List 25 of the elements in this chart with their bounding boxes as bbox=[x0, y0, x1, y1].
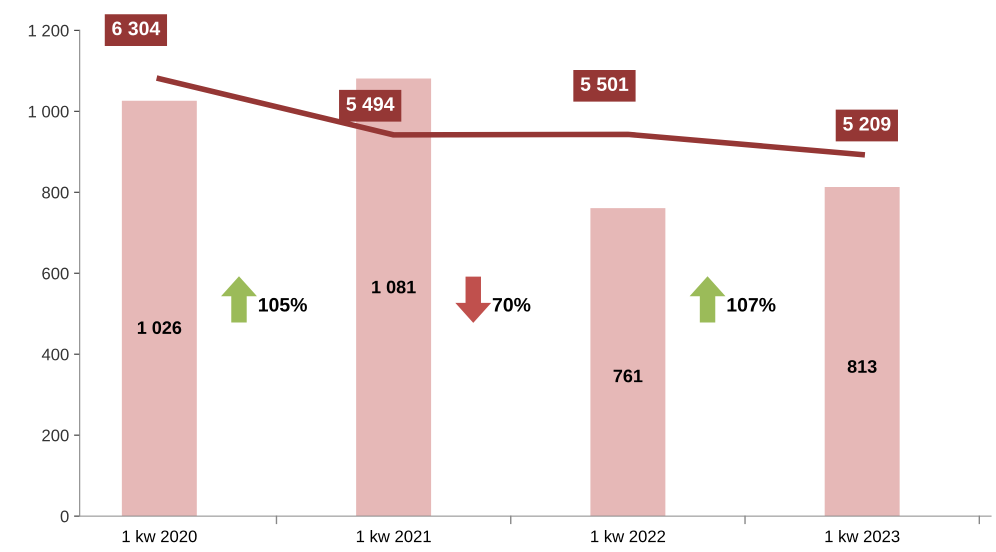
annotation: 70% bbox=[492, 298, 530, 312]
bar bbox=[590, 208, 666, 516]
x-tick-label: 1 kw 2022 bbox=[591, 530, 666, 542]
bar bbox=[824, 187, 900, 516]
data-label: 813 bbox=[848, 360, 877, 373]
y-tick-label: 600 bbox=[42, 268, 69, 280]
y-tick-label: 400 bbox=[42, 348, 69, 360]
data-label: 1 026 bbox=[138, 321, 182, 334]
annotation: 107% bbox=[728, 298, 776, 312]
x-tick-label: 1 kw 2021 bbox=[356, 530, 431, 542]
x-tick-label: 1 kw 2020 bbox=[122, 530, 197, 542]
data-label: 1 081 bbox=[372, 280, 416, 294]
data-label: 5 494 bbox=[346, 97, 394, 111]
y-tick-label: 1 200 bbox=[28, 24, 69, 37]
y-tick-label: 0 bbox=[60, 510, 69, 522]
y-tick-label: 200 bbox=[42, 430, 69, 442]
data-label: 5 501 bbox=[580, 77, 628, 92]
data-label: 6 304 bbox=[112, 22, 160, 36]
data-label: 5 209 bbox=[843, 116, 890, 131]
bar bbox=[122, 100, 197, 516]
x-tick-label: 1 kw 2023 bbox=[825, 530, 900, 542]
data-label: 761 bbox=[614, 370, 642, 382]
y-tick-label: 800 bbox=[42, 186, 69, 198]
annotation: 105% bbox=[258, 298, 307, 312]
y-tick-label: 1 000 bbox=[28, 106, 69, 118]
